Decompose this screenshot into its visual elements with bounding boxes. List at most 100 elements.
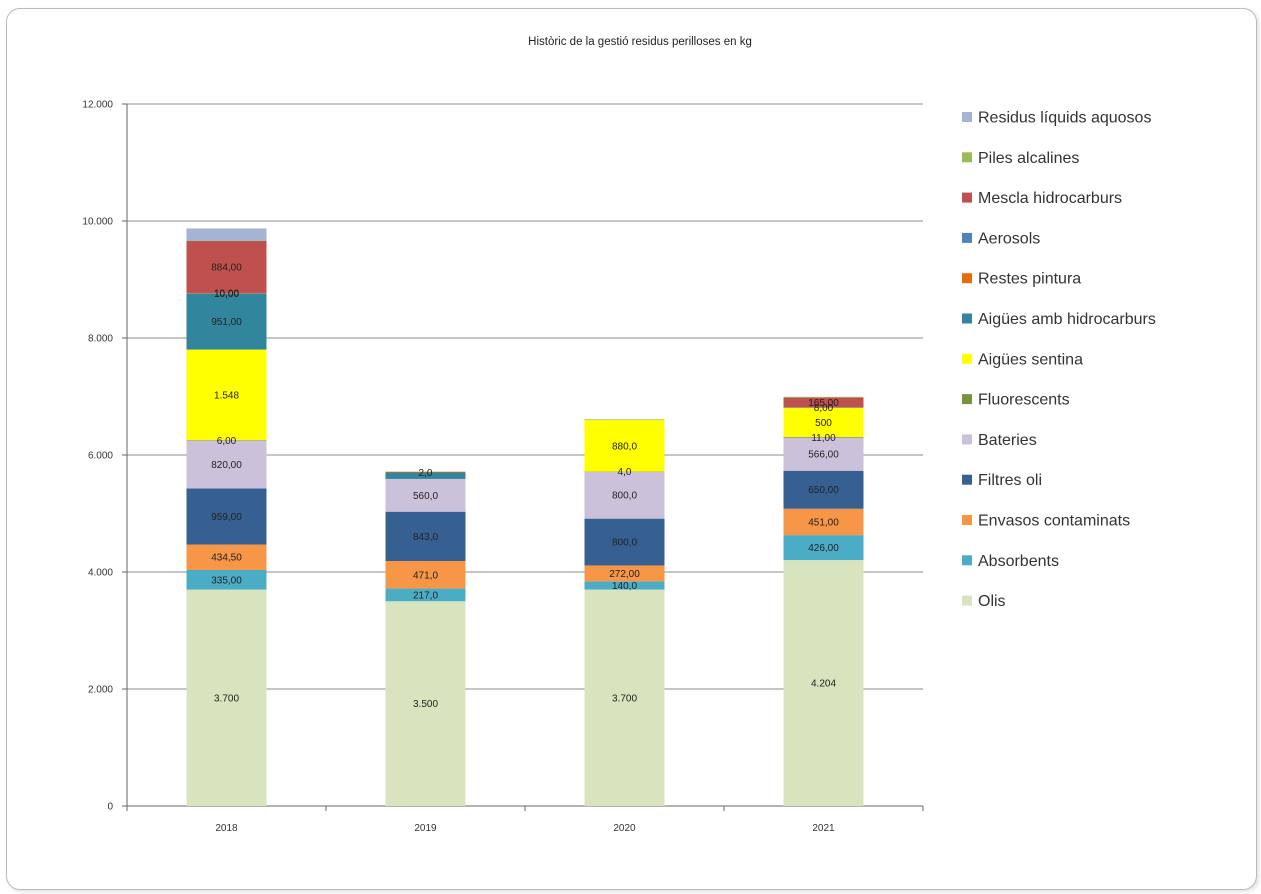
bar-2020-filtres-oli (584, 518, 665, 566)
legend-swatch-filtres-oli (962, 474, 972, 485)
bar-2018-absorbents (186, 569, 267, 590)
data-label-2021-envasos-contaminats: 451,00 (808, 517, 839, 528)
y-tick-label-2: 4.000 (88, 568, 113, 579)
y-tick-label-4: 8.000 (88, 334, 113, 345)
y-tick-label-6: 12.000 (82, 100, 113, 111)
data-label-2018-aigues-sentina: 1.548 (214, 390, 239, 401)
bar-2019-restes-pintura (385, 471, 466, 473)
legend-label-filtres-oli: Filtres oli (978, 472, 1042, 489)
data-label-2021-bateries: 566,00 (808, 450, 839, 461)
bar-2018-aerosols (186, 292, 267, 294)
legend-label-aigues-sentina: Aigües sentina (978, 351, 1083, 368)
data-label-2020-fluorescents: 4,0 (618, 467, 632, 478)
legend-swatch-envasos-contaminats (962, 515, 972, 525)
data-label-2018-aerosols: 10,00 (214, 289, 239, 300)
legend-swatch-olis (962, 595, 972, 606)
data-label-2021-aigues-sentina: 500 (815, 418, 832, 429)
data-label-2021-filtres-oli: 650,00 (808, 485, 839, 496)
data-label-2020-aigues-sentina: 880,0 (612, 441, 637, 452)
bar-2019-envasos-contaminats (385, 561, 466, 589)
data-label-2018-fluorescents: 6,00 (217, 436, 237, 447)
legend-label-mescla-hidrocarburs: Mescla hidrocarburs (978, 190, 1122, 207)
bar-2021-mescla-hidrocarburs (783, 397, 864, 408)
y-tick-label-0: 0 (107, 802, 113, 813)
data-label-2020-olis: 3.700 (612, 693, 637, 704)
bar-2020-aigues-sentina (584, 420, 665, 472)
legend: Residus líquids aquosos Piles alcalines Me… (962, 110, 1156, 610)
legend-swatch-fluorescents (962, 394, 972, 405)
bar-2018-envasos-contaminats (186, 544, 267, 570)
bar-2021-filtres-oli (783, 470, 864, 509)
data-label-2018-bateries: 820,00 (211, 460, 242, 471)
legend-swatch-bateries (962, 434, 972, 445)
legend-swatch-aerosols (962, 232, 972, 243)
data-label-2021-fluorescents: 11,00 (811, 433, 836, 444)
legend-label-aigues-amb-hidrocarburs: Aigües amb hidrocarburs (978, 311, 1156, 328)
chart-title: Històric de la gestió residus perilloses… (528, 36, 752, 48)
data-label-2020-bateries: 800,0 (612, 491, 637, 502)
legend-swatch-aigues-sentina (962, 353, 972, 364)
data-label-2018-restes-pintura: 10,00 (214, 289, 239, 300)
legend-label-envasos-contaminats: Envasos contaminats (978, 513, 1130, 530)
data-label-2019-filtres-oli: 843,0 (413, 532, 438, 543)
data-label-2020-filtres-oli: 800,0 (612, 538, 637, 549)
legend-label-bateries: Bateries (978, 432, 1037, 449)
data-label-2019-olis: 3.500 (413, 699, 438, 710)
x-tick-label-2020: 2020 (613, 823, 636, 834)
data-label-2019-restes-pintura: 2,0 (419, 468, 433, 479)
data-label-2021-absorbents: 426,00 (808, 543, 839, 554)
bar-2021-absorbents (783, 535, 864, 561)
bar-2020-absorbents (584, 581, 665, 590)
x-tick-label-2019: 2019 (414, 823, 437, 834)
data-label-2019-envasos-contaminats: 471,0 (413, 570, 438, 581)
data-label-2018-envasos-contaminats: 434,50 (211, 553, 242, 564)
legend-swatch-mescla-hidrocarburs (962, 192, 972, 203)
legend-swatch-residus-liquids-aquosos (962, 112, 972, 122)
bar-2020-piles-alcalines (584, 419, 665, 421)
legend-swatch-restes-pintura (962, 273, 972, 284)
data-label-2020-envasos-contaminats: 272,00 (609, 569, 640, 580)
data-label-2019-bateries: 560,0 (413, 491, 438, 502)
bar-2018-aigues-amb-hidrocarburs (186, 293, 267, 350)
bars (186, 228, 864, 806)
data-labels: 3.700 335,00 434,50 959,00 820,00 6,00 1.548 95… (211, 262, 839, 710)
data-label-2019-absorbents: 217,0 (413, 590, 438, 601)
legend-label-fluorescents: Fluorescents (978, 392, 1070, 409)
legend-swatch-aigues-amb-hidrocarburs (962, 313, 972, 324)
bar-2018-olis (186, 589, 267, 806)
bar-2021-olis (783, 560, 864, 806)
data-label-2021-olis: 4.204 (811, 679, 836, 690)
bar-2021-aerosols (783, 406, 864, 408)
bar-2021-piles-alcalines (783, 396, 864, 398)
data-label-2018-mescla-hidrocarburs: 884,00 (211, 262, 242, 273)
legend-label-absorbents: Absorbents (978, 553, 1059, 570)
legend-label-restes-pintura: Restes pintura (978, 271, 1081, 288)
legend-label-residus-liquids-aquosos: Residus líquids aquosos (978, 110, 1151, 127)
bar-2019-absorbents (385, 588, 466, 602)
data-label-2018-filtres-oli: 959,00 (211, 512, 242, 523)
bar-2020-envasos-contaminats (584, 565, 665, 582)
bar-2019-filtres-oli (385, 511, 466, 562)
bar-2019-bateries (385, 478, 466, 512)
y-tick-label-1: 2.000 (88, 685, 113, 696)
data-label-2018-absorbents: 335,00 (211, 575, 242, 586)
y-tick-label-5: 10.000 (82, 217, 113, 228)
bar-2020-olis (584, 589, 665, 806)
data-label-2018-aigues-amb-hidrocarburs: 951,00 (211, 317, 242, 328)
bar-2019-aigues-amb-hidrocarburs (385, 472, 466, 479)
data-label-2018-olis: 3.700 (214, 693, 239, 704)
bar-2020-bateries (584, 471, 665, 519)
bar-2018-residus-liquids-aquosos (186, 228, 267, 241)
x-tick-label-2021: 2021 (812, 823, 835, 834)
legend-swatch-piles-alcalines (962, 152, 972, 163)
data-label-2021-mescla-hidrocarburs: 165,00 (808, 398, 839, 409)
data-label-2020-absorbents: 140,0 (612, 581, 637, 592)
legend-label-olis: Olis (978, 593, 1006, 610)
bar-2018-restes-pintura (186, 293, 267, 294)
legend-label-aerosols: Aerosols (978, 230, 1040, 247)
bar-2021-fluorescents (783, 436, 864, 438)
bar-2021-envasos-contaminats (783, 508, 864, 536)
bar-2021-aigues-sentina (783, 407, 864, 437)
bar-2018-mescla-hidrocarburs (186, 241, 267, 293)
